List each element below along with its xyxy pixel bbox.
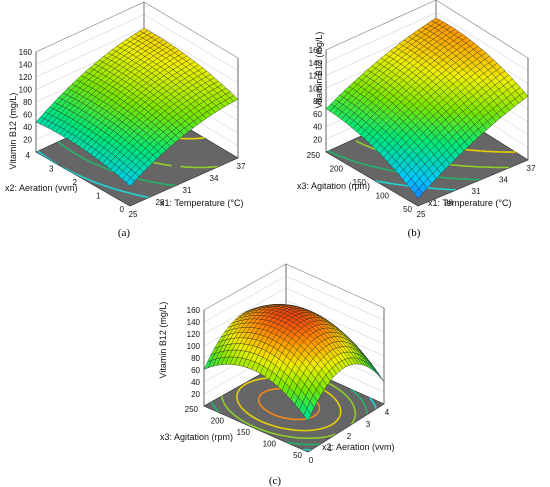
x-tick-label: 1 (328, 444, 333, 453)
y-tick-label: 250 (307, 151, 321, 160)
z-gridline (35, 14, 239, 71)
x-tick-label: 25 (417, 210, 426, 219)
surface-facet (303, 407, 312, 422)
z-tick-label: 80 (23, 98, 32, 107)
front-edges (325, 50, 529, 207)
y-tick-label: 50 (403, 205, 412, 214)
z-tick-label: 20 (23, 136, 32, 145)
z-tick-label: 40 (313, 123, 322, 132)
panel-a-zlabel: Vitamin B12 (mg/L) (8, 93, 18, 170)
x-tick-label: 31 (472, 187, 481, 196)
y-tick-label: 2 (73, 178, 78, 187)
z-gridline (325, 12, 529, 71)
panel-c-label: (c) (269, 475, 282, 487)
x-tick-label: 37 (527, 164, 536, 173)
z-tick-label: 60 (313, 110, 322, 119)
x-tick-label: 34 (499, 176, 508, 185)
z-tick-label: 140 (187, 318, 201, 327)
z-tick-label: 40 (23, 123, 32, 132)
panel-a-label: (a) (118, 227, 131, 239)
z-tick-label: 160 (19, 48, 33, 57)
panel-b-zlabel: Vitamin B12 (mg/L) (314, 32, 324, 109)
panel-a: Vitamin B12 (mg/L) x1: Temperature (°C) … (5, 1, 246, 239)
z-tick-label: 140 (19, 61, 33, 70)
y-tick-label: 50 (293, 451, 302, 460)
z-tick-label: 80 (313, 97, 322, 106)
panel-b-xlabel: x1: Temperature (°C) (428, 198, 511, 208)
z-tick-label: 60 (191, 366, 200, 375)
x-tick-label: 4 (385, 408, 390, 417)
z-tick-label: 40 (191, 378, 200, 387)
x-tick-label: 37 (237, 162, 246, 171)
y-tick-label: 250 (185, 405, 199, 414)
z-tick-label: 100 (19, 86, 33, 95)
panel-c-ticks: 20 40 60 80 100 120 140 160 0 1 2 3 4 50 100 150 200 250 (185, 306, 390, 465)
z-tick-label: 120 (309, 72, 323, 81)
z-gridline (203, 263, 385, 311)
panel-c-zlabel: Vitamin B12 (mg/L) (158, 302, 168, 379)
x-tick-label: 31 (183, 186, 192, 195)
x-tick-label: 34 (210, 174, 219, 183)
z-tick-label: 160 (187, 306, 201, 315)
y-tick-label: 100 (263, 440, 277, 449)
panel-c-xlabel: x2: Aeration (vvm) (322, 442, 395, 452)
panel-c-ylabel: x3: Agitation (rpm) (160, 432, 233, 442)
z-tick-label: 120 (19, 73, 33, 82)
z-tick-label: 20 (313, 135, 322, 144)
x-tick-label: 0 (309, 456, 314, 465)
z-gridline (325, 0, 529, 59)
z-tick-label: 160 (309, 46, 323, 55)
z-tick-label: 120 (187, 330, 201, 339)
panel-a-surface (35, 28, 239, 187)
panel-b-surface (325, 17, 529, 199)
panel-b-ylabel: x3: Agitation (rpm) (297, 181, 370, 191)
x-tick-label: 28 (156, 198, 165, 207)
panel-b-label: (b) (408, 227, 421, 239)
z-gridline (203, 275, 385, 323)
y-tick-label: 4 (26, 151, 31, 160)
z-tick-label: 100 (309, 84, 323, 93)
panel-b: Vitamin B12 (mg/L) x1: Temperature (°C) … (297, 0, 536, 239)
panel-a-ylabel: x2: Aeration (vvm) (5, 183, 78, 193)
y-tick-label: 1 (96, 192, 101, 201)
z-tick-label: 140 (309, 59, 323, 68)
panel-c: Vitamin B12 (mg/L) x2: Aeration (vvm) x3… (158, 263, 395, 487)
x-tick-label: 3 (366, 420, 371, 429)
z-gridline (35, 1, 239, 59)
y-tick-label: 200 (211, 417, 225, 426)
x-tick-label: 25 (129, 210, 138, 219)
surface-facet (125, 177, 135, 187)
panel-a-xlabel: x1: Temperature (°C) (160, 198, 243, 208)
x-tick-label: 2 (347, 432, 352, 441)
contour-line (285, 359, 377, 451)
panel-b-ticks: 20 40 60 80 100 120 140 160 25 28 31 34 37 50 100 150 20… (307, 46, 536, 219)
z-tick-label: 80 (191, 354, 200, 363)
y-tick-label: 200 (330, 165, 344, 174)
y-tick-label: 150 (353, 178, 367, 187)
y-tick-label: 100 (376, 192, 390, 201)
x-tick-label: 28 (444, 199, 453, 208)
front-edges (203, 308, 385, 453)
z-tick-label: 100 (187, 342, 201, 351)
surface-facet (413, 188, 423, 199)
z-tick-label: 20 (191, 390, 200, 399)
z-gridline (203, 287, 385, 335)
z-gridline (35, 26, 239, 84)
front-edges (35, 52, 239, 207)
y-tick-label: 0 (120, 205, 125, 214)
y-tick-label: 150 (237, 428, 251, 437)
z-tick-label: 60 (23, 111, 32, 120)
y-tick-label: 3 (49, 165, 54, 174)
panel-c-surface (203, 304, 385, 422)
